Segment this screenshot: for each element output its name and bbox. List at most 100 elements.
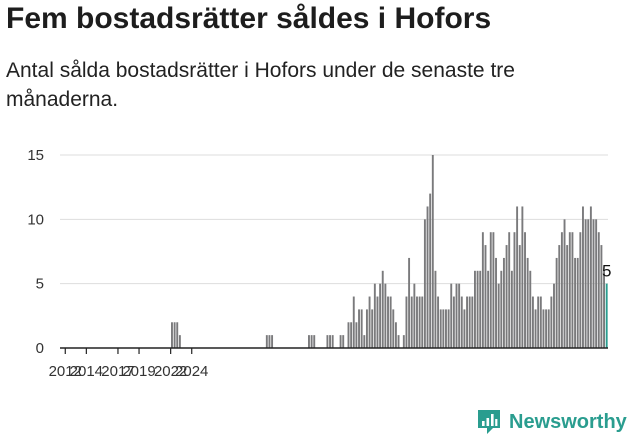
bar — [421, 296, 424, 348]
bar — [550, 296, 553, 348]
bar — [392, 309, 395, 348]
bar — [363, 335, 366, 348]
bar — [313, 335, 316, 348]
bar — [387, 296, 389, 348]
bar — [484, 245, 487, 348]
bar — [463, 309, 466, 348]
bar — [429, 193, 432, 348]
y-tick-label: 0 — [36, 340, 44, 357]
bar — [474, 270, 476, 348]
bar — [365, 309, 368, 348]
bar — [271, 335, 274, 348]
x-tick-label: 2012 — [49, 363, 82, 380]
bar — [310, 335, 313, 348]
bar — [518, 245, 521, 348]
bar — [331, 335, 334, 348]
bar — [397, 335, 400, 348]
bar — [574, 257, 577, 348]
bar — [571, 232, 574, 348]
y-tick-label: 15 — [27, 147, 44, 164]
bar — [308, 335, 310, 348]
bar — [408, 257, 411, 348]
bar — [521, 206, 524, 348]
bar — [545, 309, 548, 348]
bar — [394, 322, 397, 348]
bar — [603, 270, 605, 348]
bar — [558, 245, 561, 348]
bar — [437, 296, 440, 348]
bar — [355, 322, 358, 348]
x-tick-label: 2024 — [175, 363, 208, 380]
bar — [542, 309, 545, 348]
bar — [516, 206, 519, 348]
bar — [389, 296, 392, 348]
bar — [371, 309, 374, 348]
y-tick-label: 5 — [36, 276, 44, 293]
bar — [358, 309, 360, 348]
newsworthy-chart-icon — [478, 410, 500, 434]
bar — [458, 283, 461, 348]
bar — [587, 219, 590, 348]
bar — [508, 232, 511, 348]
bar — [171, 322, 173, 348]
bar — [505, 245, 508, 348]
bar — [600, 245, 603, 348]
highlight-value-label: 5 — [602, 262, 611, 281]
bar — [410, 296, 413, 348]
bar — [502, 257, 505, 348]
chart-title: Fem bostadsrätter såldes i Hofors — [6, 2, 492, 35]
bar — [597, 232, 600, 348]
bar — [481, 232, 484, 348]
bar — [526, 257, 529, 348]
bar — [452, 296, 455, 348]
bar — [534, 309, 537, 348]
bar — [445, 309, 447, 348]
bar — [434, 270, 437, 348]
bar — [460, 296, 463, 348]
bar — [495, 257, 497, 348]
brand-logo[interactable]: Newsworthy — [476, 409, 627, 435]
bar — [471, 296, 474, 348]
bar — [476, 270, 479, 348]
bar — [402, 335, 405, 348]
bar — [339, 335, 342, 348]
bar — [347, 322, 350, 348]
bar-highlight — [605, 283, 608, 348]
bar — [566, 245, 569, 348]
bar — [173, 322, 176, 348]
bar — [560, 232, 563, 348]
chart-subtitle: Antal sålda bostadsrätter i Hofors under… — [6, 59, 515, 111]
bar — [431, 155, 434, 348]
bar — [268, 335, 271, 348]
bar — [563, 219, 566, 348]
bar — [513, 232, 516, 348]
bar — [584, 219, 587, 348]
bar — [497, 283, 500, 348]
bar — [531, 296, 534, 348]
bar — [568, 232, 571, 348]
bar — [595, 219, 598, 348]
brand-name: Newsworthy — [509, 410, 627, 433]
bar — [553, 283, 555, 348]
bar — [582, 206, 584, 348]
bar — [326, 335, 329, 348]
bar — [487, 270, 490, 348]
bar — [500, 270, 503, 348]
bar — [468, 296, 471, 348]
bar — [489, 232, 492, 348]
bar — [373, 283, 376, 348]
bar — [447, 309, 450, 348]
bar — [379, 283, 382, 348]
bar — [178, 335, 181, 348]
bar — [329, 335, 331, 348]
bar — [426, 206, 429, 348]
bar — [423, 219, 426, 348]
bar — [418, 296, 421, 348]
x-tick-label: 2019 — [122, 363, 155, 380]
bar — [376, 296, 379, 348]
bar — [381, 270, 384, 348]
bar — [442, 309, 445, 348]
bar — [176, 322, 179, 348]
bar — [384, 283, 387, 348]
x-tick-label: 2022 — [154, 363, 187, 380]
